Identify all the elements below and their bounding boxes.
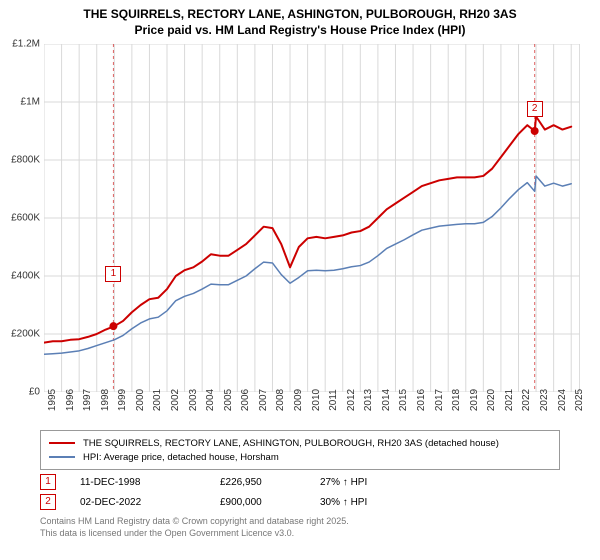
x-tick-label: 2004 xyxy=(205,389,216,411)
attribution: Contains HM Land Registry data © Crown c… xyxy=(40,516,349,539)
title-line-2: Price paid vs. HM Land Registry's House … xyxy=(0,22,600,38)
x-tick-label: 2017 xyxy=(434,389,445,411)
tx-price: £226,950 xyxy=(220,477,320,488)
y-tick-label: £600K xyxy=(0,213,40,224)
transaction-row: 2 02-DEC-2022 £900,000 30% ↑ HPI xyxy=(40,492,560,512)
x-tick-label: 2016 xyxy=(416,389,427,411)
x-tick-label: 2023 xyxy=(539,389,550,411)
x-tick-label: 2001 xyxy=(152,389,163,411)
x-tick-label: 2010 xyxy=(311,389,322,411)
price-chart: £0£200K£400K£600K£800K£1M£1.2M1995199619… xyxy=(44,44,580,392)
y-tick-label: £0 xyxy=(0,387,40,398)
x-tick-label: 2022 xyxy=(521,389,532,411)
x-tick-label: 2013 xyxy=(363,389,374,411)
tx-pct: 27% ↑ HPI xyxy=(320,477,440,488)
x-tick-label: 2014 xyxy=(381,389,392,411)
tx-marker-1: 1 xyxy=(40,474,56,490)
y-tick-label: £1M xyxy=(0,97,40,108)
legend-label-0: THE SQUIRRELS, RECTORY LANE, ASHINGTON, … xyxy=(83,438,499,449)
legend-row-1: HPI: Average price, detached house, Hors… xyxy=(49,450,551,464)
chart-marker-2: 2 xyxy=(527,101,543,117)
y-tick-label: £200K xyxy=(0,329,40,340)
x-tick-label: 2024 xyxy=(557,389,568,411)
x-tick-label: 2011 xyxy=(328,389,339,411)
x-tick-label: 2025 xyxy=(574,389,585,411)
x-tick-label: 1997 xyxy=(82,389,93,411)
chart-title: THE SQUIRRELS, RECTORY LANE, ASHINGTON, … xyxy=(0,0,600,38)
x-tick-label: 2007 xyxy=(258,389,269,411)
x-tick-label: 2008 xyxy=(275,389,286,411)
chart-svg xyxy=(44,44,580,392)
tx-date: 11-DEC-1998 xyxy=(80,477,220,488)
x-tick-label: 2012 xyxy=(346,389,357,411)
x-tick-label: 2019 xyxy=(469,389,480,411)
x-tick-label: 1998 xyxy=(100,389,111,411)
transaction-row: 1 11-DEC-1998 £226,950 27% ↑ HPI xyxy=(40,472,560,492)
x-tick-label: 2015 xyxy=(398,389,409,411)
tx-date: 02-DEC-2022 xyxy=(80,497,220,508)
x-tick-label: 2021 xyxy=(504,389,515,411)
x-tick-label: 2018 xyxy=(451,389,462,411)
x-tick-label: 2006 xyxy=(240,389,251,411)
tx-marker-2: 2 xyxy=(40,494,56,510)
x-tick-label: 2005 xyxy=(223,389,234,411)
attribution-line-2: This data is licensed under the Open Gov… xyxy=(40,528,349,540)
x-tick-label: 2003 xyxy=(188,389,199,411)
legend-swatch-1 xyxy=(49,456,75,458)
x-tick-label: 1995 xyxy=(47,389,58,411)
y-tick-label: £800K xyxy=(0,155,40,166)
x-tick-label: 2000 xyxy=(135,389,146,411)
legend: THE SQUIRRELS, RECTORY LANE, ASHINGTON, … xyxy=(40,430,560,470)
x-tick-label: 1999 xyxy=(117,389,128,411)
y-tick-label: £1.2M xyxy=(0,39,40,50)
legend-row-0: THE SQUIRRELS, RECTORY LANE, ASHINGTON, … xyxy=(49,436,551,450)
x-tick-label: 1996 xyxy=(65,389,76,411)
tx-price: £900,000 xyxy=(220,497,320,508)
chart-marker-1: 1 xyxy=(105,266,121,282)
legend-swatch-0 xyxy=(49,442,75,444)
legend-label-1: HPI: Average price, detached house, Hors… xyxy=(83,452,279,463)
tx-pct: 30% ↑ HPI xyxy=(320,497,440,508)
x-tick-label: 2020 xyxy=(486,389,497,411)
x-tick-label: 2009 xyxy=(293,389,304,411)
y-tick-label: £400K xyxy=(0,271,40,282)
x-tick-label: 2002 xyxy=(170,389,181,411)
attribution-line-1: Contains HM Land Registry data © Crown c… xyxy=(40,516,349,528)
title-line-1: THE SQUIRRELS, RECTORY LANE, ASHINGTON, … xyxy=(0,6,600,22)
transactions-table: 1 11-DEC-1998 £226,950 27% ↑ HPI 2 02-DE… xyxy=(40,472,560,512)
